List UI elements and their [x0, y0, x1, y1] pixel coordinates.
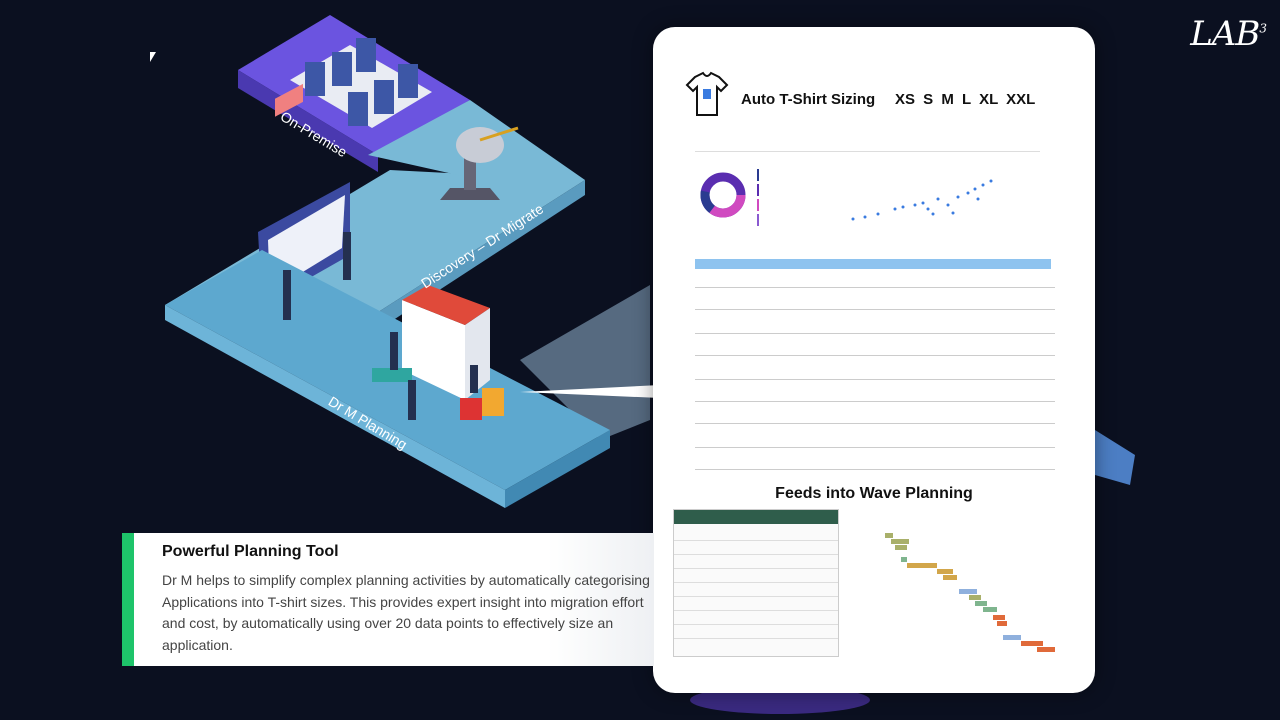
table-row [695, 363, 1055, 380]
table-row [695, 453, 1055, 470]
wave-spreadsheet [673, 509, 839, 657]
people [283, 232, 478, 420]
wave-gantt-chart [841, 519, 1081, 655]
feature-body: Dr M helps to simplify complex planning … [162, 572, 650, 653]
card-pointer [520, 385, 660, 398]
breakdown-table-header [695, 259, 1051, 269]
table-row [695, 431, 1055, 448]
servers [305, 38, 418, 126]
table-row [695, 271, 1055, 288]
section-rule [695, 151, 1040, 152]
background-band-right [1095, 430, 1135, 485]
mouse-cursor-icon [150, 52, 156, 62]
tshirt-sizes: XS S M L XL XXL [895, 91, 1036, 108]
size-donut-chart [700, 172, 746, 218]
tshirt-sizing-title: Auto T-Shirt Sizing [741, 91, 876, 108]
table-row [695, 407, 1055, 424]
table-row [695, 317, 1055, 334]
tshirt-icon [685, 71, 729, 116]
purple-glow [690, 686, 870, 714]
size-score-scatter [851, 179, 993, 221]
server-base [290, 45, 432, 128]
info-card: Auto T-Shirt Sizing XS S M L XL XXL [653, 27, 1095, 693]
wave-planning-title: Feeds into Wave Planning [775, 485, 973, 502]
feature-title: Powerful Planning Tool [162, 543, 339, 560]
calendar [402, 285, 490, 400]
table-row [695, 385, 1055, 402]
table-row [695, 339, 1055, 356]
table-row [695, 293, 1055, 310]
blocks [372, 368, 504, 420]
accent-bar [122, 533, 134, 666]
size-legend [757, 169, 759, 226]
satellite-dish [440, 126, 519, 200]
lab3-logo: LAB3 [1190, 14, 1267, 54]
feature-description-box: Powerful Planning Tool Dr M helps to sim… [122, 533, 654, 666]
background-band [520, 285, 650, 440]
